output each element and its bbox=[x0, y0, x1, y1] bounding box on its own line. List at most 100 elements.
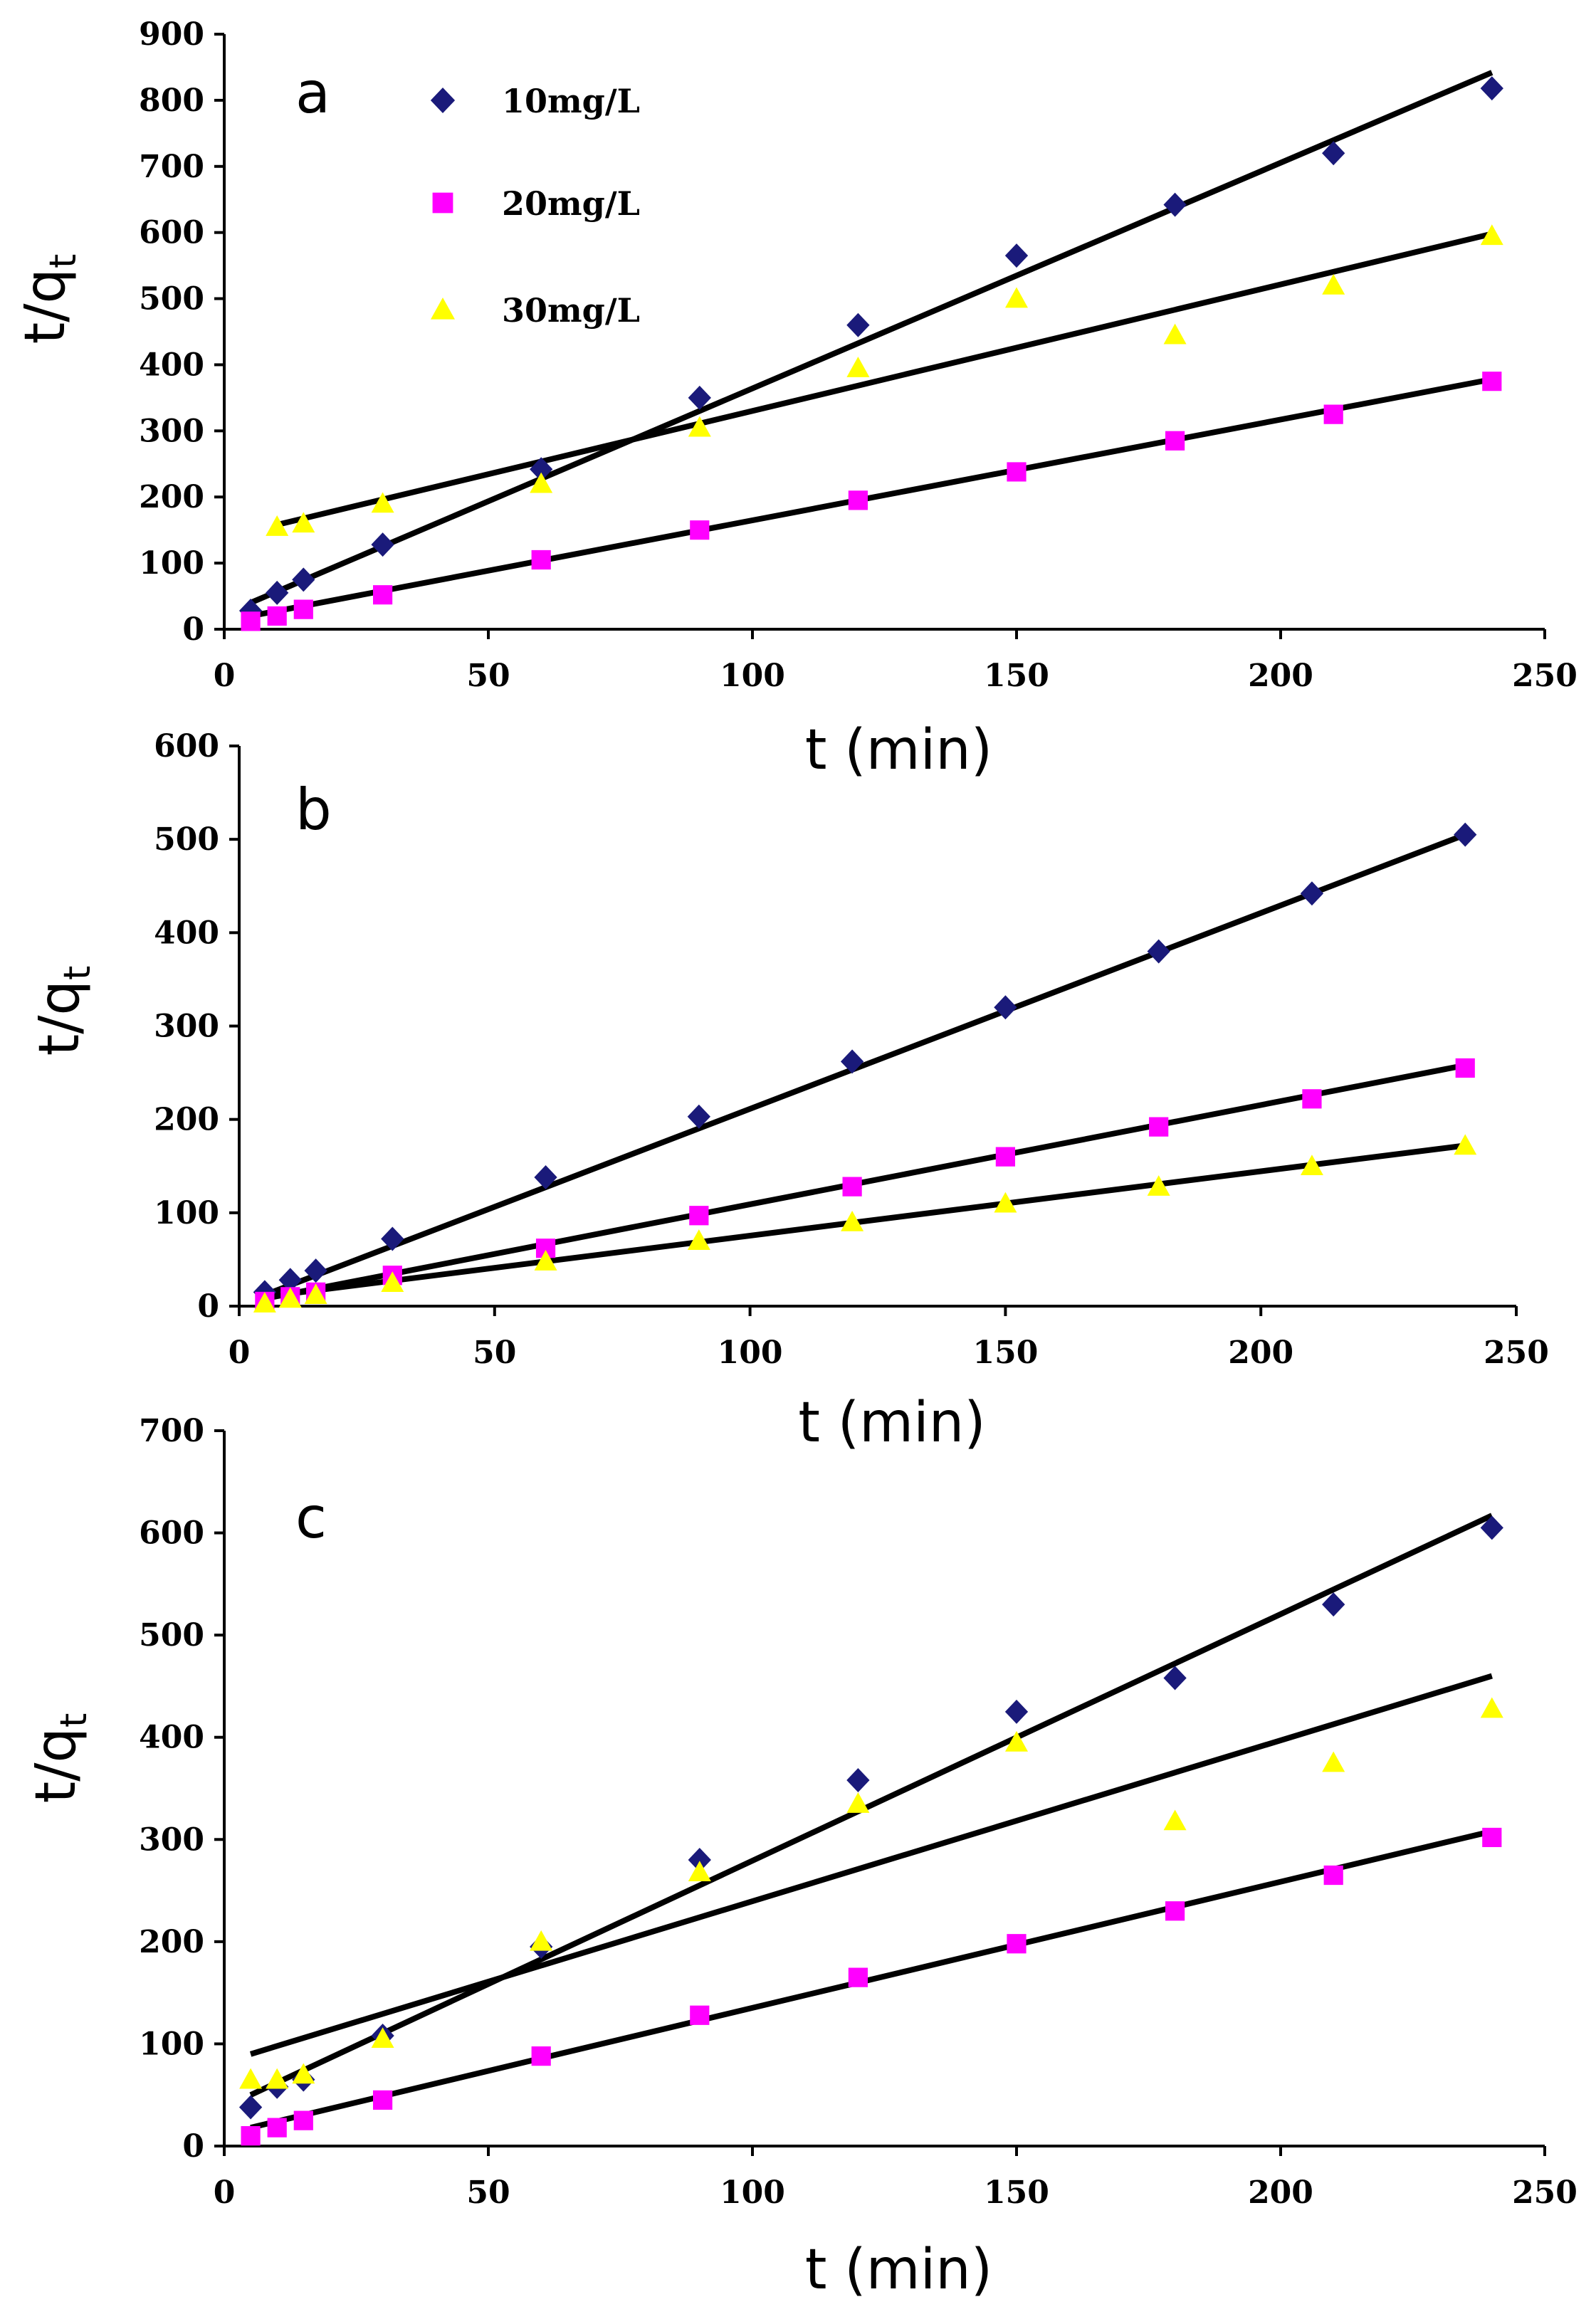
data-point-square bbox=[1482, 1827, 1502, 1848]
x-axis-title: t (min) bbox=[798, 1391, 985, 1455]
data-point-triangle bbox=[371, 2027, 394, 2049]
x-tick-label: 200 bbox=[1228, 1335, 1293, 1371]
legend-label: 20mg/L bbox=[502, 184, 640, 223]
data-point-triangle bbox=[841, 1210, 864, 1231]
data-point-triangle bbox=[688, 1861, 711, 1882]
y-axis-title-subscript: t bbox=[56, 966, 99, 980]
data-point-triangle bbox=[292, 512, 315, 533]
data-point-diamond bbox=[840, 1049, 864, 1074]
y-tick-label: 500 bbox=[139, 281, 204, 317]
data-point-diamond bbox=[1480, 1515, 1503, 1540]
panel-letter: b bbox=[295, 777, 332, 843]
x-tick-label: 50 bbox=[466, 658, 510, 694]
x-tick-label: 250 bbox=[1512, 2175, 1577, 2211]
y-tick-label: 400 bbox=[139, 1720, 204, 1756]
x-tick-label: 150 bbox=[984, 2175, 1049, 2211]
fit-line-10mg/L bbox=[249, 1513, 1493, 2098]
y-tick-label: 100 bbox=[154, 1195, 219, 1231]
data-point-diamond bbox=[1454, 822, 1477, 847]
data-point-square bbox=[1482, 372, 1502, 391]
data-point-triangle bbox=[688, 416, 711, 437]
y-axis-title-main: t/q bbox=[24, 1728, 88, 1803]
data-point-triangle bbox=[253, 1292, 276, 1313]
data-point-triangle bbox=[292, 2063, 315, 2084]
data-point-triangle bbox=[266, 2068, 289, 2089]
y-tick-label: 200 bbox=[154, 1102, 219, 1138]
data-point-triangle bbox=[1147, 1175, 1170, 1196]
data-point-diamond bbox=[530, 457, 553, 482]
data-point-triangle bbox=[1322, 1751, 1345, 1772]
x-axis-title: t (min) bbox=[805, 2238, 992, 2302]
legend-marker-triangle bbox=[431, 298, 455, 320]
data-point-square bbox=[531, 550, 551, 570]
data-point-square bbox=[995, 1147, 1015, 1167]
data-point-triangle bbox=[1163, 323, 1187, 345]
fit-line-10mg/L bbox=[263, 831, 1466, 1298]
data-point-triangle bbox=[266, 515, 289, 536]
fit-line-10mg/L bbox=[249, 70, 1493, 606]
data-point-diamond bbox=[688, 1848, 711, 1872]
data-point-square bbox=[1455, 1058, 1475, 1078]
x-tick-label: 0 bbox=[229, 1335, 251, 1371]
x-tick-label: 50 bbox=[473, 1335, 516, 1371]
y-tick-label: 0 bbox=[197, 1288, 219, 1325]
data-point-triangle bbox=[534, 1250, 557, 1271]
y-tick-label: 600 bbox=[139, 1515, 204, 1552]
data-point-triangle bbox=[1322, 273, 1345, 295]
x-tick-label: 200 bbox=[1248, 2175, 1313, 2211]
data-point-triangle bbox=[381, 1271, 404, 1293]
data-point-diamond bbox=[687, 1104, 710, 1129]
x-tick-label: 100 bbox=[718, 1335, 783, 1371]
x-axis-title: t (min) bbox=[805, 718, 992, 782]
data-point-diamond bbox=[292, 567, 315, 592]
data-point-square bbox=[293, 2110, 313, 2130]
data-point-diamond bbox=[266, 580, 289, 605]
data-point-diamond bbox=[1300, 881, 1324, 906]
data-point-square bbox=[1323, 404, 1343, 424]
y-axis-title: t/qt bbox=[14, 254, 85, 345]
data-point-triangle bbox=[994, 1192, 1017, 1213]
panel-letter: c bbox=[295, 1485, 327, 1551]
data-point-diamond bbox=[1004, 243, 1029, 268]
x-tick-label: 100 bbox=[720, 658, 785, 694]
y-tick-label: 500 bbox=[154, 821, 219, 858]
data-point-triangle bbox=[1300, 1155, 1323, 1176]
data-point-square bbox=[535, 1239, 556, 1258]
y-tick-label: 300 bbox=[139, 1821, 204, 1858]
data-point-triangle bbox=[846, 357, 870, 377]
panel-a: 0 100 200 300 400 500 600 700 800 900 0 50 100 150 200… bbox=[14, 16, 1577, 782]
y-tick-label: 600 bbox=[139, 215, 204, 251]
y-tick-label: 200 bbox=[139, 1924, 204, 1960]
data-point-square bbox=[1302, 1089, 1322, 1109]
data-point-square bbox=[689, 1206, 709, 1226]
data-point-triangle bbox=[1005, 287, 1028, 308]
y-tick-label: 700 bbox=[139, 1413, 204, 1449]
y-tick-label: 100 bbox=[139, 2026, 204, 2062]
data-point-diamond bbox=[846, 312, 870, 337]
data-point-diamond bbox=[371, 532, 394, 557]
y-axis-title-subscript: t bbox=[53, 1713, 95, 1728]
legend-marker-square bbox=[432, 192, 453, 214]
y-tick-label: 100 bbox=[139, 545, 204, 582]
data-point-diamond bbox=[1163, 192, 1187, 217]
y-tick-label: 900 bbox=[139, 16, 204, 53]
panel-b: 0 100 200 300 400 500 600 0 50 100 150 200 250 t (min… bbox=[28, 728, 1549, 1455]
y-tick-label: 600 bbox=[154, 728, 219, 764]
data-point-square bbox=[293, 599, 313, 619]
data-point-square bbox=[1007, 462, 1027, 482]
data-point-triangle bbox=[1480, 224, 1503, 246]
y-axis-title-main: t/q bbox=[28, 980, 92, 1056]
data-point-triangle bbox=[687, 1229, 710, 1250]
data-point-square bbox=[1149, 1117, 1169, 1137]
data-point-square bbox=[531, 2046, 551, 2066]
data-point-diamond bbox=[1147, 939, 1170, 964]
data-point-diamond bbox=[1004, 1699, 1029, 1724]
y-tick-label: 300 bbox=[139, 413, 204, 449]
data-point-triangle bbox=[530, 472, 553, 493]
x-tick-label: 150 bbox=[984, 658, 1049, 694]
data-point-triangle bbox=[1454, 1134, 1477, 1155]
y-tick-label: 300 bbox=[154, 1009, 219, 1045]
data-point-triangle bbox=[278, 1287, 302, 1308]
fit-line-20mg/L bbox=[250, 376, 1493, 619]
data-point-diamond bbox=[1480, 76, 1503, 101]
